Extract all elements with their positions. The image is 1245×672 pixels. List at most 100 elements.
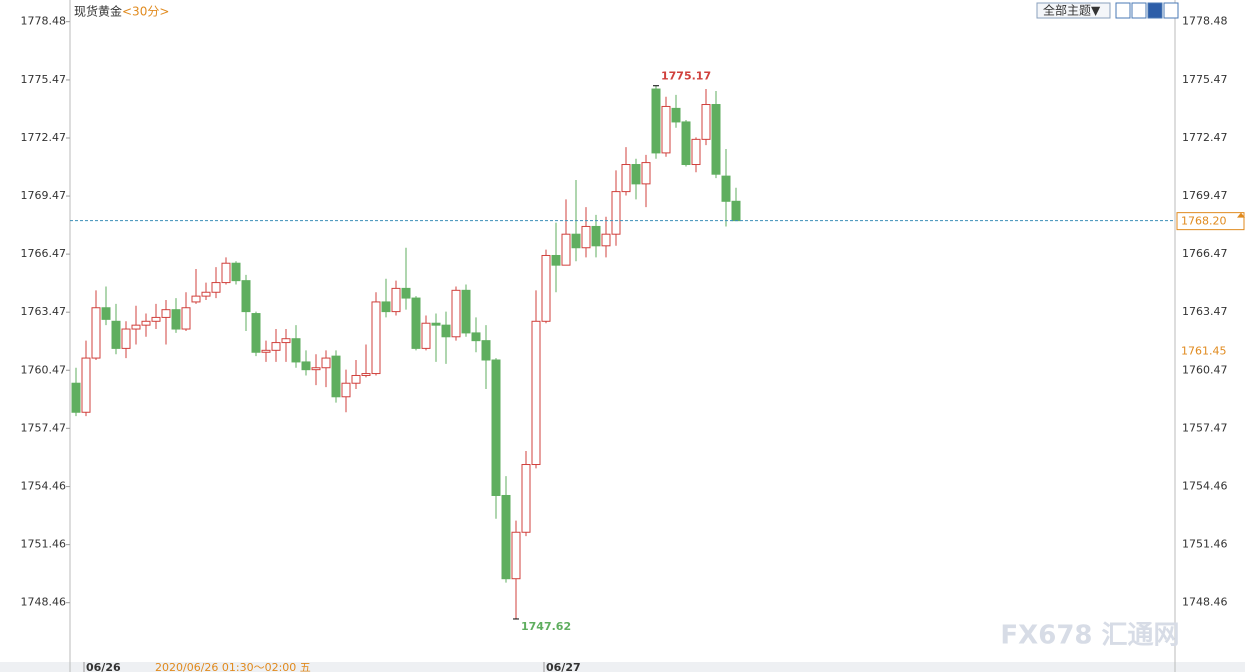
candle-body xyxy=(71,382,81,413)
toolbar xyxy=(1115,2,1179,19)
candle-body xyxy=(181,307,191,330)
candle-body xyxy=(701,104,711,140)
candle-body xyxy=(641,162,651,185)
candle-body xyxy=(281,338,291,344)
candle-body xyxy=(391,287,401,313)
candle-body xyxy=(611,191,621,235)
y-tick-label: 1754.46 xyxy=(21,480,67,493)
chart-title: 现货黄金 xyxy=(74,4,122,19)
max-label: 1775.17 xyxy=(661,70,711,83)
last-price-arrow xyxy=(1237,212,1245,218)
candle-body xyxy=(191,295,201,303)
y-tick-label: 1772.47 xyxy=(21,131,67,144)
candle-body xyxy=(411,297,421,349)
candle-body xyxy=(541,254,551,322)
candle-body xyxy=(401,287,411,299)
candle-body xyxy=(671,107,681,123)
candle-body xyxy=(581,225,591,249)
candle-body xyxy=(441,324,451,338)
candle-body xyxy=(691,138,701,166)
y-tick-label: 1775.47 xyxy=(21,73,67,86)
candle-body xyxy=(211,282,221,293)
y-tick-label: 1748.46 xyxy=(21,596,67,609)
tool-button[interactable] xyxy=(1147,2,1163,19)
candle-body xyxy=(331,355,341,398)
candle-body xyxy=(81,357,91,413)
theme-button[interactable] xyxy=(1036,2,1111,19)
candle-body xyxy=(661,105,671,154)
candle-body xyxy=(261,349,271,353)
marker-box xyxy=(1177,343,1227,360)
candle-body xyxy=(101,307,111,320)
tool-button[interactable] xyxy=(1163,2,1179,19)
candle-body xyxy=(501,494,511,580)
candle-body xyxy=(171,309,181,330)
candle-body xyxy=(121,328,131,349)
candle-body xyxy=(531,320,541,466)
x-tick-label: 06/27 xyxy=(546,661,581,672)
candle-body xyxy=(201,291,211,297)
candle-body xyxy=(251,313,261,353)
candle-body xyxy=(551,254,561,266)
candle-body xyxy=(221,262,231,284)
candle-body xyxy=(161,309,171,318)
candle-body xyxy=(141,320,151,326)
candle-body xyxy=(151,316,161,322)
candle-body xyxy=(461,289,471,334)
candle-body xyxy=(621,164,631,193)
candle-body xyxy=(381,301,391,313)
candle-body xyxy=(311,367,321,371)
y-tick-label: 1769.47 xyxy=(21,189,67,202)
y-tick-label: 1766.47 xyxy=(1182,247,1228,260)
candle-body xyxy=(271,342,281,351)
candle-body xyxy=(521,464,531,533)
tool-button[interactable] xyxy=(1115,2,1131,19)
candle-body xyxy=(651,88,661,154)
y-tick-label: 1757.47 xyxy=(1182,421,1228,434)
candle-body xyxy=(361,373,371,376)
cursor-label: 2020/06/26 01:30～02:00 五 xyxy=(155,661,311,672)
y-tick-label: 1778.48 xyxy=(21,15,67,28)
y-tick-label: 1760.47 xyxy=(21,363,67,376)
candle-body xyxy=(341,382,351,398)
y-tick-label: 1775.47 xyxy=(1182,73,1228,86)
y-tick-label: 1772.47 xyxy=(1182,131,1228,144)
tool-button[interactable] xyxy=(1131,2,1147,19)
candle-body xyxy=(91,307,101,359)
y-tick-label: 1763.47 xyxy=(1182,305,1228,318)
last-price-box xyxy=(1176,212,1245,231)
candle-body xyxy=(711,104,721,175)
candle-body xyxy=(111,320,121,349)
candle-body xyxy=(231,262,241,282)
candle-body xyxy=(451,289,461,338)
y-tick-label: 1757.47 xyxy=(21,421,67,434)
candle-body xyxy=(631,164,641,185)
y-tick-label: 1751.46 xyxy=(1182,538,1228,551)
candle-body xyxy=(721,175,731,202)
candle-body xyxy=(601,233,611,247)
candle-body xyxy=(241,280,251,313)
candle-body xyxy=(561,233,571,266)
y-tick-label: 1748.46 xyxy=(1182,596,1228,609)
last-price-label: 1768.20 xyxy=(1181,215,1227,228)
footer-strip xyxy=(0,662,1245,672)
y-tick-label: 1754.46 xyxy=(1182,480,1228,493)
candle-body xyxy=(591,225,601,247)
candle-body xyxy=(471,332,481,342)
candle-body xyxy=(431,322,441,326)
y-tick-label: 1751.46 xyxy=(21,538,67,551)
candle-body xyxy=(491,359,501,496)
watermark: FX678 汇通网 xyxy=(1000,621,1179,651)
y-tick-label: 1778.48 xyxy=(1182,15,1228,28)
candle-body xyxy=(301,361,311,371)
candle-body xyxy=(731,200,741,222)
candle-body xyxy=(291,338,301,363)
y-tick-label: 1769.47 xyxy=(1182,189,1228,202)
period: <30分> xyxy=(122,5,169,19)
candle-body xyxy=(131,324,141,330)
candle-body xyxy=(351,374,361,384)
theme-button-label[interactable]: 全部主题▼ xyxy=(1043,3,1101,18)
candle-body xyxy=(371,301,381,375)
